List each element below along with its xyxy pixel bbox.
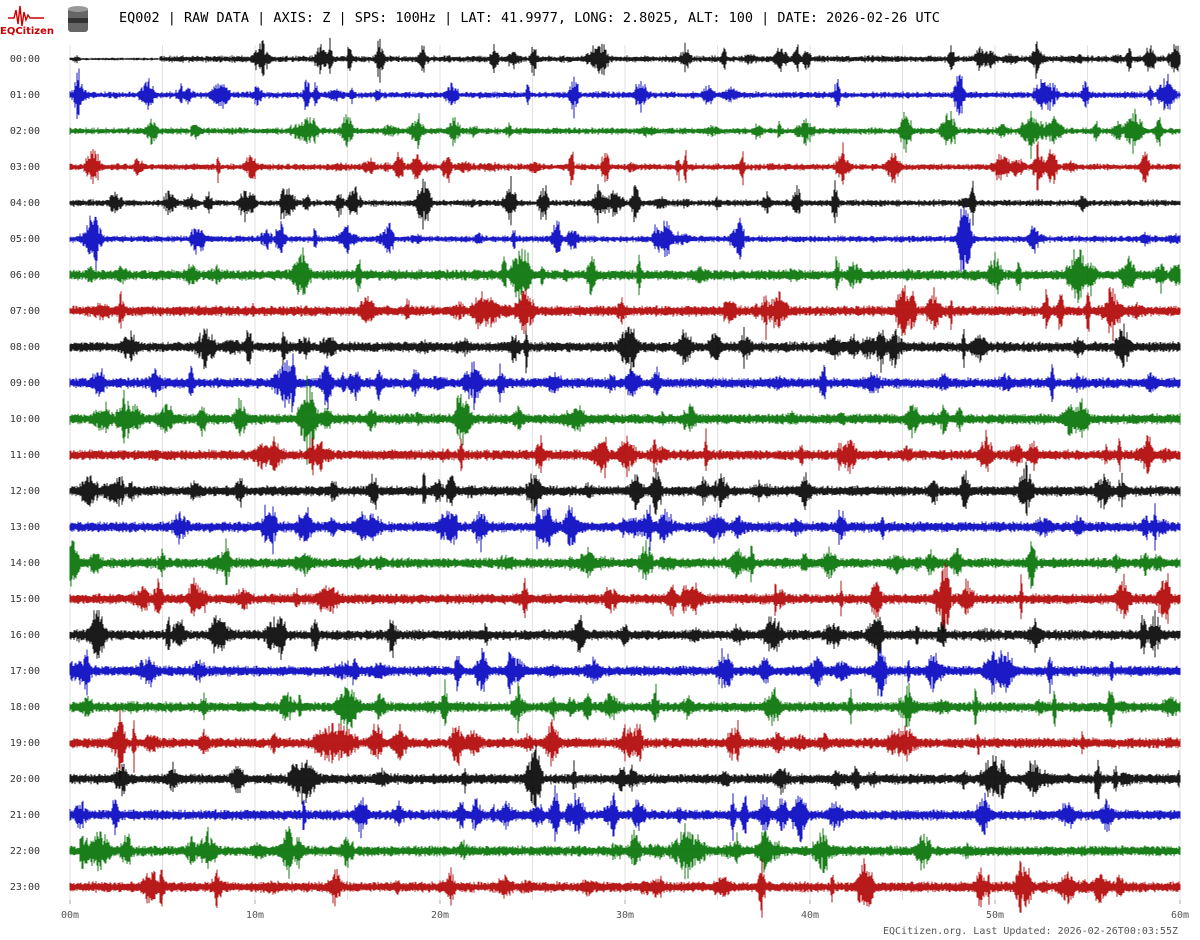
x-tick-label: 60m: [1171, 910, 1189, 921]
row-label: 21:00: [10, 810, 40, 821]
row-label: 11:00: [10, 450, 40, 461]
row-label: 05:00: [10, 234, 40, 245]
trace: [69, 353, 1181, 413]
row-label: 10:00: [10, 414, 40, 425]
trace: [69, 247, 1181, 303]
row-label: 06:00: [10, 270, 40, 281]
footer: EQCitizen.org. Last Updated: 2026-02-26T…: [883, 926, 1178, 937]
row-label: 03:00: [10, 162, 40, 173]
trace: [69, 709, 1181, 780]
trace: [69, 679, 1181, 734]
row-label: 17:00: [10, 666, 40, 677]
row-label: 23:00: [10, 882, 40, 893]
chart-title: EQ002 | RAW DATA | AXIS: Z | SPS: 100Hz …: [119, 10, 940, 26]
trace: [69, 375, 1181, 465]
trace: [69, 785, 1181, 843]
x-tick-label: 10m: [246, 910, 264, 921]
sensor-icon: [68, 6, 88, 32]
x-tick-label: 50m: [986, 910, 1004, 921]
trace: [69, 141, 1181, 191]
trace: [69, 323, 1181, 376]
row-label: 09:00: [10, 378, 40, 389]
row-label: 02:00: [10, 126, 40, 137]
row-label: 20:00: [10, 774, 40, 785]
trace: [69, 858, 1181, 918]
x-tick-label: 30m: [616, 910, 634, 921]
trace: [69, 562, 1181, 633]
row-label: 13:00: [10, 522, 40, 533]
grid: [69, 45, 1181, 900]
row-label: 04:00: [10, 198, 40, 209]
trace: [69, 503, 1181, 555]
logo-text: EQCitizen: [0, 26, 54, 37]
row-label: 19:00: [10, 738, 40, 749]
trace: [69, 176, 1181, 230]
trace: [69, 461, 1181, 516]
row-label: 08:00: [10, 342, 40, 353]
trace: [69, 108, 1181, 159]
row-label: 18:00: [10, 702, 40, 713]
trace: [69, 745, 1181, 811]
row-label: 00:00: [10, 54, 40, 65]
trace: [69, 205, 1181, 278]
row-label: 01:00: [10, 90, 40, 101]
row-label: 12:00: [10, 486, 40, 497]
trace: [69, 538, 1181, 589]
logo-wave: [8, 5, 44, 27]
row-label: 14:00: [10, 558, 40, 569]
row-label: 15:00: [10, 594, 40, 605]
trace: [69, 37, 1181, 83]
row-label: 16:00: [10, 630, 40, 641]
x-tick-label: 40m: [801, 910, 819, 921]
trace: [69, 610, 1181, 660]
trace: [69, 428, 1181, 479]
x-tick-label: 00m: [61, 910, 79, 921]
x-tick-label: 20m: [431, 910, 449, 921]
trace: [69, 647, 1181, 697]
row-label: 22:00: [10, 846, 40, 857]
row-label: 07:00: [10, 306, 40, 317]
trace: [69, 823, 1181, 880]
logo: EQCitizen: [0, 5, 54, 37]
trace: [69, 68, 1181, 119]
trace: [69, 285, 1181, 342]
